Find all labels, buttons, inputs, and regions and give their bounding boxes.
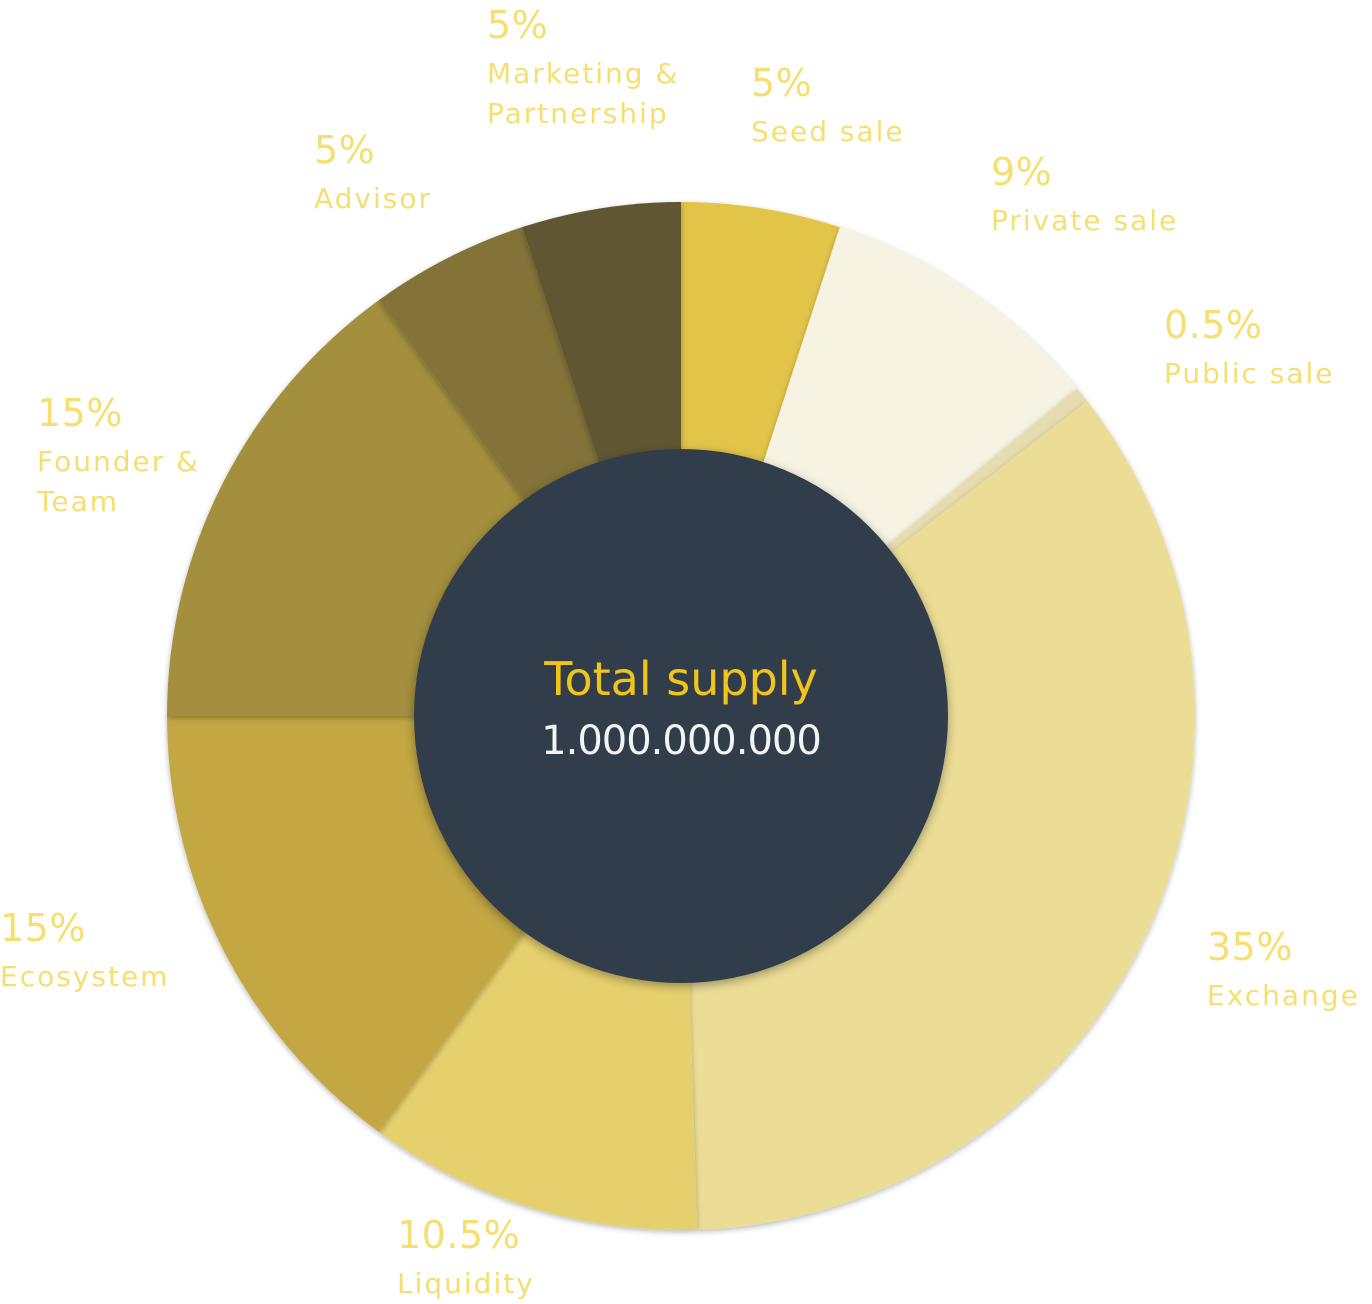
slice-name: Liquidity <box>397 1267 535 1300</box>
center-circle <box>414 449 948 983</box>
center-title: Total supply <box>544 652 818 706</box>
slice-label-ecosystem: 15% Ecosystem <box>0 909 169 997</box>
slice-name: Exchange <box>1207 979 1360 1012</box>
center-value: 1.000.000.000 <box>541 718 822 764</box>
slice-exchange <box>681 400 1195 1230</box>
slice-name: Seed sale <box>751 115 905 148</box>
slice-label-marketing-partnership: 5% Marketing & Partnership <box>487 6 687 134</box>
slice-label-founder-team: 15% Founder & Team <box>37 394 217 522</box>
slice-percent: 10.5% <box>397 1213 521 1257</box>
slice-percent: 5% <box>314 128 376 172</box>
slice-percent: 35% <box>1207 925 1293 969</box>
slice-percent: 0.5% <box>1164 303 1263 347</box>
slice-percent: 5% <box>487 3 549 47</box>
slice-label-advisor: 5% Advisor <box>314 131 432 219</box>
slice-label-liquidity: 10.5% Liquidity <box>397 1216 535 1304</box>
slice-percent: 15% <box>37 391 123 435</box>
slice-label-private-sale: 9% Private sale <box>991 153 1178 241</box>
slice-name: Marketing & Partnership <box>487 57 680 130</box>
slice-label-seed-sale: 5% Seed sale <box>751 64 905 152</box>
slice-label-public-sale: 0.5% Public sale <box>1164 306 1335 394</box>
slice-name: Ecosystem <box>0 960 170 993</box>
slice-name: Private sale <box>991 204 1179 237</box>
slice-name: Advisor <box>314 182 433 215</box>
slice-percent: 5% <box>751 61 813 105</box>
slice-label-exchange: 35% Exchange <box>1207 928 1360 1016</box>
slice-percent: 15% <box>0 906 86 950</box>
slice-percent: 9% <box>991 150 1053 194</box>
slice-name: Founder & Team <box>37 445 200 518</box>
slice-name: Public sale <box>1164 357 1335 390</box>
